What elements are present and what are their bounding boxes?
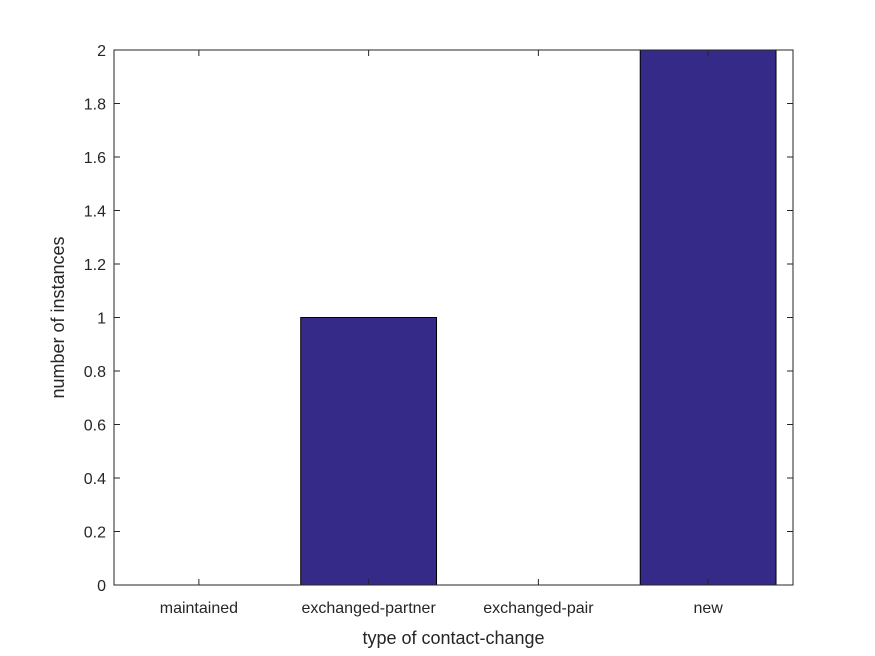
x-tick-label: maintained xyxy=(160,600,238,617)
x-tick-label: exchanged-pair xyxy=(483,600,594,617)
y-tick-label: 0 xyxy=(97,578,106,595)
x-tick-label: exchanged-partner xyxy=(301,600,436,617)
y-tick-label: 1 xyxy=(97,311,106,328)
y-tick-label: 1.2 xyxy=(84,257,106,274)
x-tick-label: new xyxy=(693,600,723,617)
y-axis-label: number of instances xyxy=(48,236,68,398)
x-axis-label: type of contact-change xyxy=(362,628,544,648)
y-tick-label: 1.6 xyxy=(84,150,106,167)
y-tick-label: 0.6 xyxy=(84,418,106,435)
y-tick-label: 2 xyxy=(97,43,106,60)
bar xyxy=(639,49,777,586)
bar xyxy=(300,317,438,586)
y-tick-label: 0.2 xyxy=(84,525,106,542)
y-tick-label: 1.8 xyxy=(84,97,106,114)
y-tick-label: 1.4 xyxy=(84,204,106,221)
y-tick-label: 0.4 xyxy=(84,471,106,488)
y-tick-label: 0.8 xyxy=(84,364,106,381)
